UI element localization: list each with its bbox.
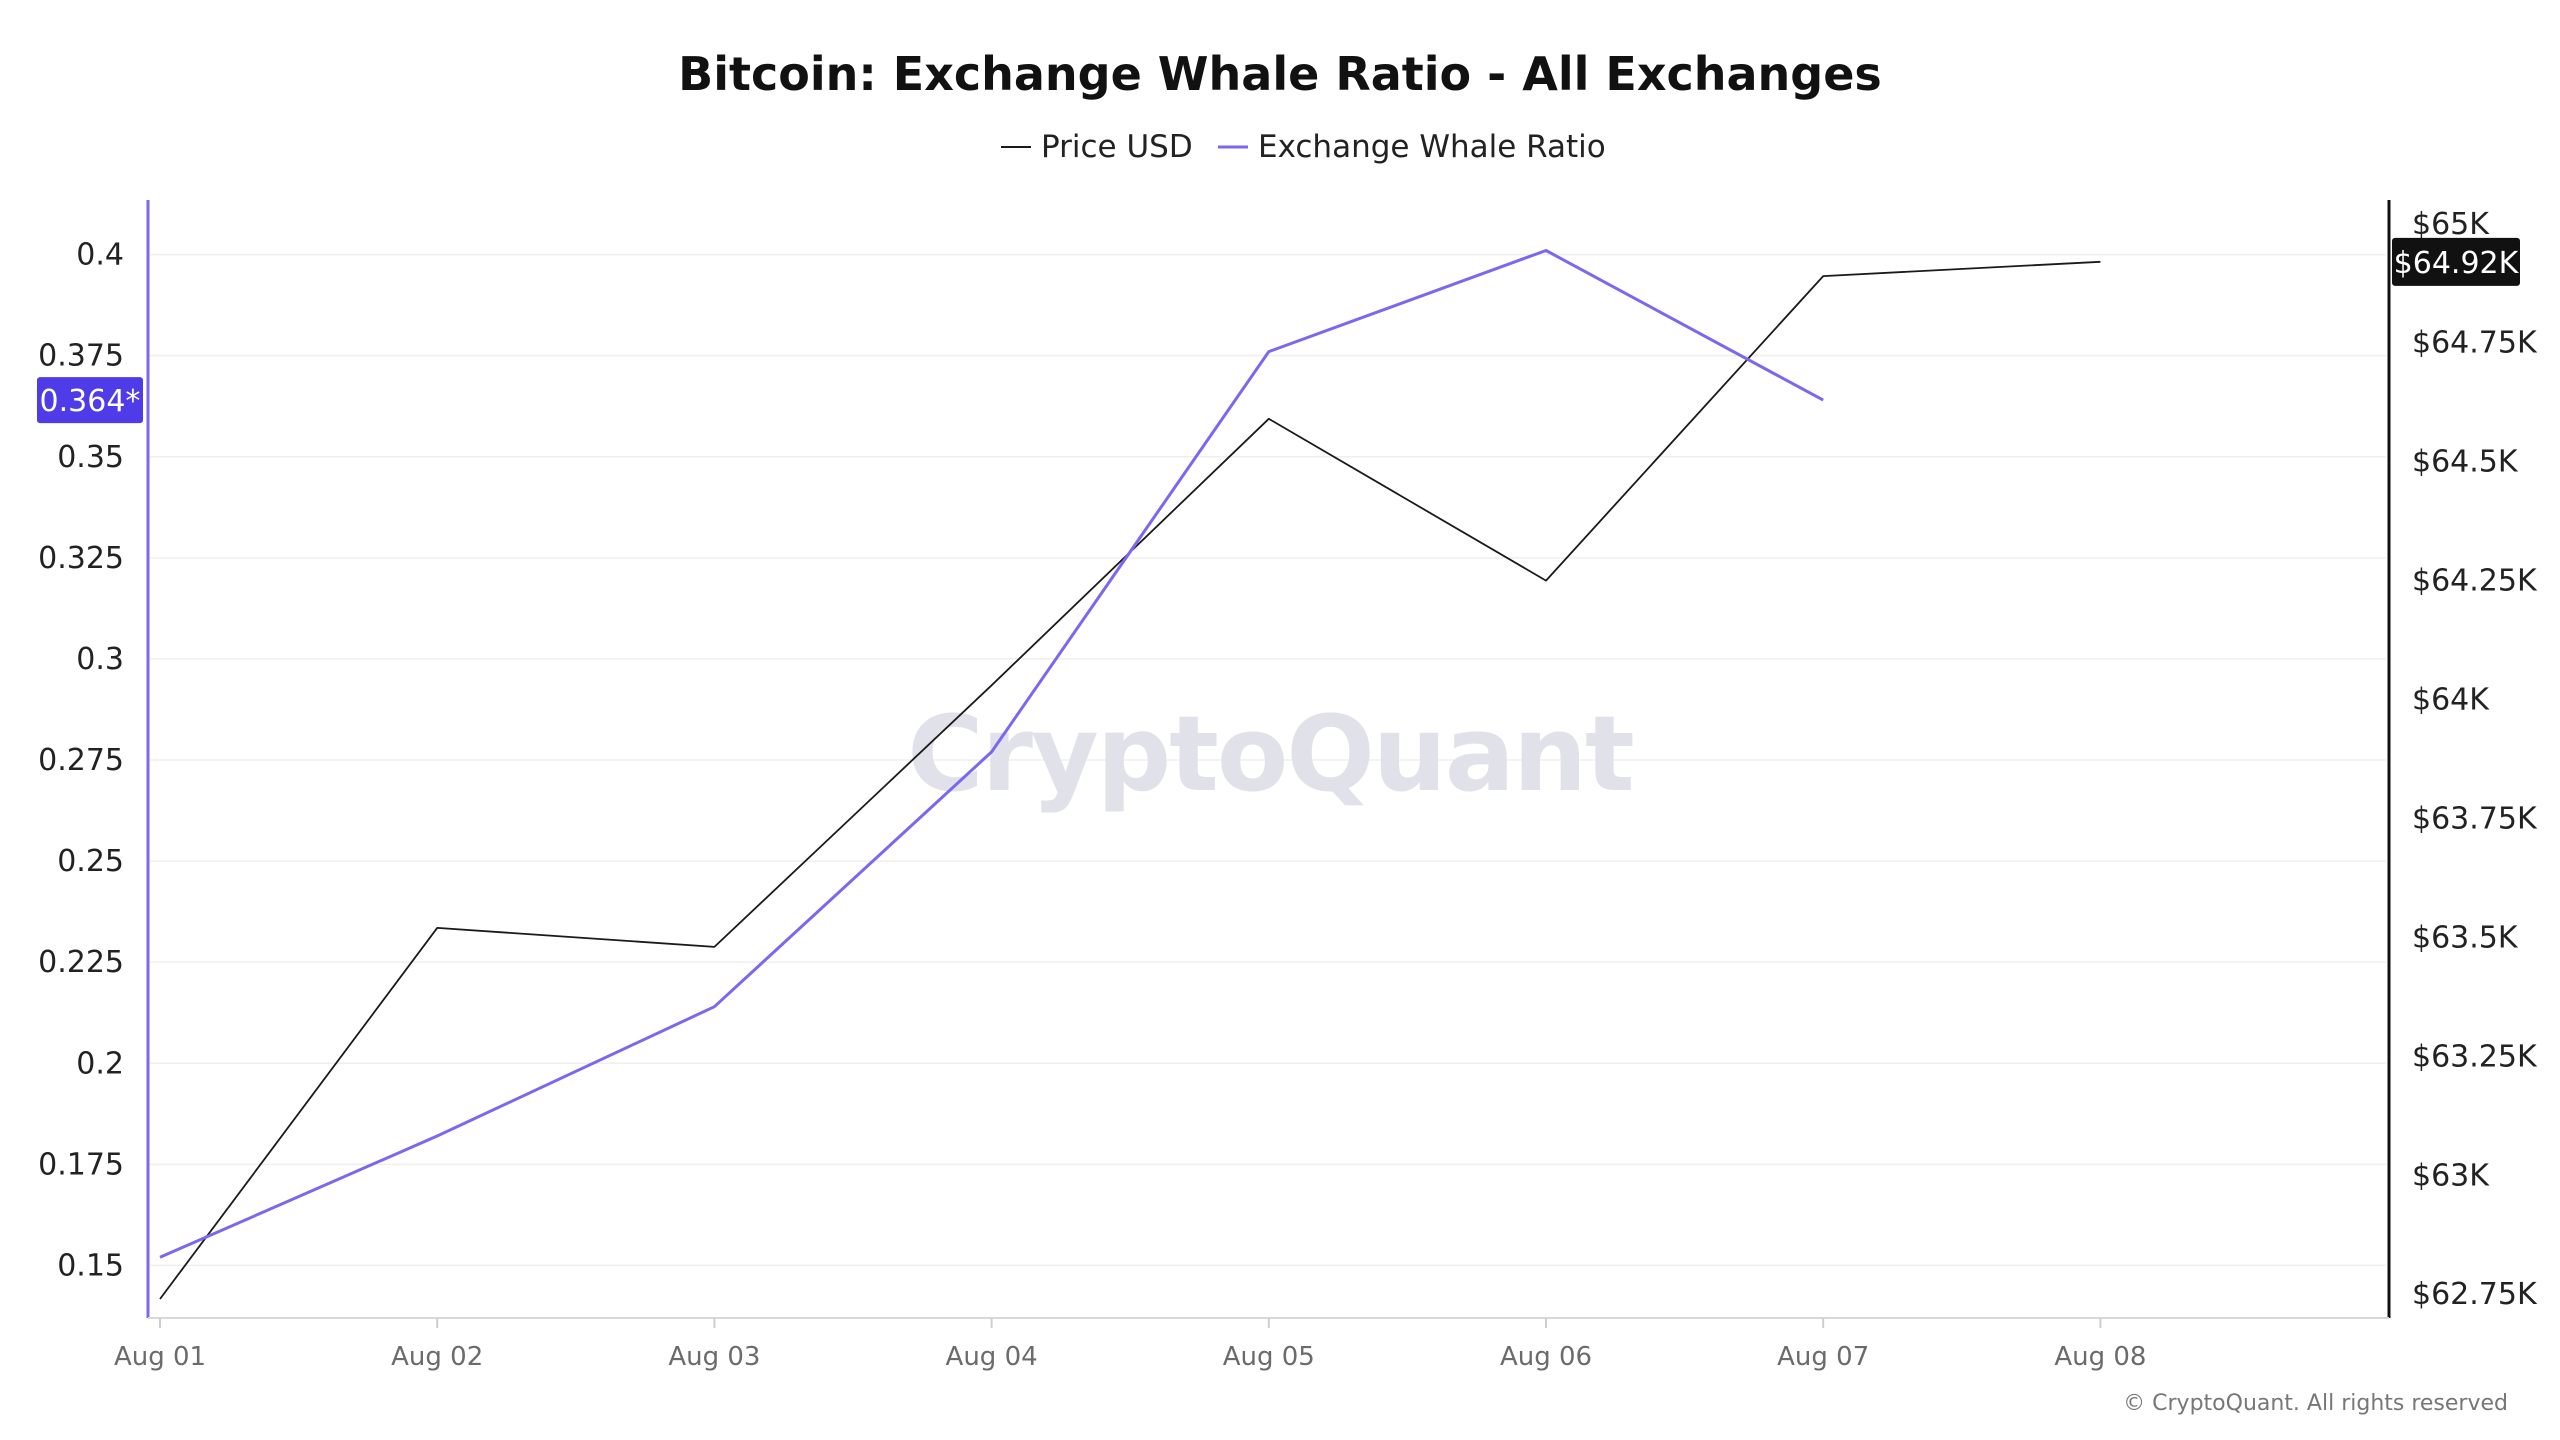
legend-label-price: Price USD xyxy=(1041,129,1193,165)
series-layer xyxy=(159,249,2101,1300)
right-tick-label: $65K xyxy=(2412,207,2490,242)
badge-label-whale-ratio: 0.364* xyxy=(40,384,141,419)
left-tick-label: 0.25 xyxy=(57,844,124,879)
x-tick-label: Aug 07 xyxy=(1777,1342,1869,1372)
legend[interactable]: Price USD Exchange Whale Ratio xyxy=(1001,129,1606,165)
x-axis-ticks: Aug 01 Aug 02 Aug 03 Aug 04 Aug 05 Aug 06 Aug … xyxy=(114,1318,2146,1372)
left-axis-ticks: 0.4 0.375 0.35 0.325 0.3 0.275 0.25 0.225 0.2 0.1… xyxy=(38,238,124,1284)
badge-label-price: $64.92K xyxy=(2394,246,2520,281)
x-tick-label: Aug 08 xyxy=(2054,1342,2146,1372)
x-tick-label: Aug 03 xyxy=(668,1342,760,1372)
right-tick-label: $64.5K xyxy=(2412,445,2519,480)
x-tick-label: Aug 02 xyxy=(391,1342,483,1372)
left-tick-label: 0.175 xyxy=(38,1147,124,1182)
left-tick-label: 0.275 xyxy=(38,743,124,778)
left-tick-label: 0.3 xyxy=(76,642,124,677)
left-tick-label: 0.35 xyxy=(57,440,124,475)
right-tick-label: $63.5K xyxy=(2412,920,2519,955)
right-tick-label: $64.25K xyxy=(2412,564,2538,599)
x-tick-label: Aug 04 xyxy=(946,1342,1038,1372)
right-tick-label: $62.75K xyxy=(2412,1277,2538,1312)
badge-background-price xyxy=(2392,237,2520,286)
x-tick-label: Aug 01 xyxy=(114,1342,206,1372)
legend-item-whale-ratio[interactable]: Exchange Whale Ratio xyxy=(1218,129,1606,165)
gridlines xyxy=(150,253,2386,1267)
series-line-whale-ratio xyxy=(159,249,1824,1259)
left-tick-label: 0.4 xyxy=(76,238,124,273)
right-axis-ticks: $65K $64.75K $64.5K $64.25K $64K $63.75K $63.5… xyxy=(2412,207,2538,1312)
x-tick-label: Aug 06 xyxy=(1500,1342,1592,1372)
copyright-notice: © CryptoQuant. All rights reserved xyxy=(2123,1391,2508,1416)
x-tick-label: Aug 05 xyxy=(1223,1342,1315,1372)
legend-label-whale-ratio: Exchange Whale Ratio xyxy=(1258,129,1606,165)
current-value-badge-price: $64.92K xyxy=(2392,237,2520,286)
left-tick-label: 0.2 xyxy=(76,1046,124,1081)
right-tick-label: $64.75K xyxy=(2412,326,2538,361)
legend-item-price[interactable]: Price USD xyxy=(1001,129,1193,165)
right-tick-label: $64K xyxy=(2412,683,2490,718)
right-tick-label: $63.25K xyxy=(2412,1039,2538,1074)
right-tick-label: $63K xyxy=(2412,1158,2490,1193)
left-tick-label: 0.375 xyxy=(38,339,124,374)
left-tick-label: 0.225 xyxy=(38,945,124,980)
current-value-badge-whale-ratio: 0.364* xyxy=(37,377,143,424)
chart-title: Bitcoin: Exchange Whale Ratio - All Exch… xyxy=(678,47,1882,101)
right-tick-label: $63.75K xyxy=(2412,801,2538,836)
left-tick-label: 0.325 xyxy=(38,541,124,576)
watermark: CryptoQuant xyxy=(907,693,1633,815)
badge-background-whale-ratio xyxy=(37,377,143,424)
left-tick-label: 0.15 xyxy=(57,1248,124,1283)
